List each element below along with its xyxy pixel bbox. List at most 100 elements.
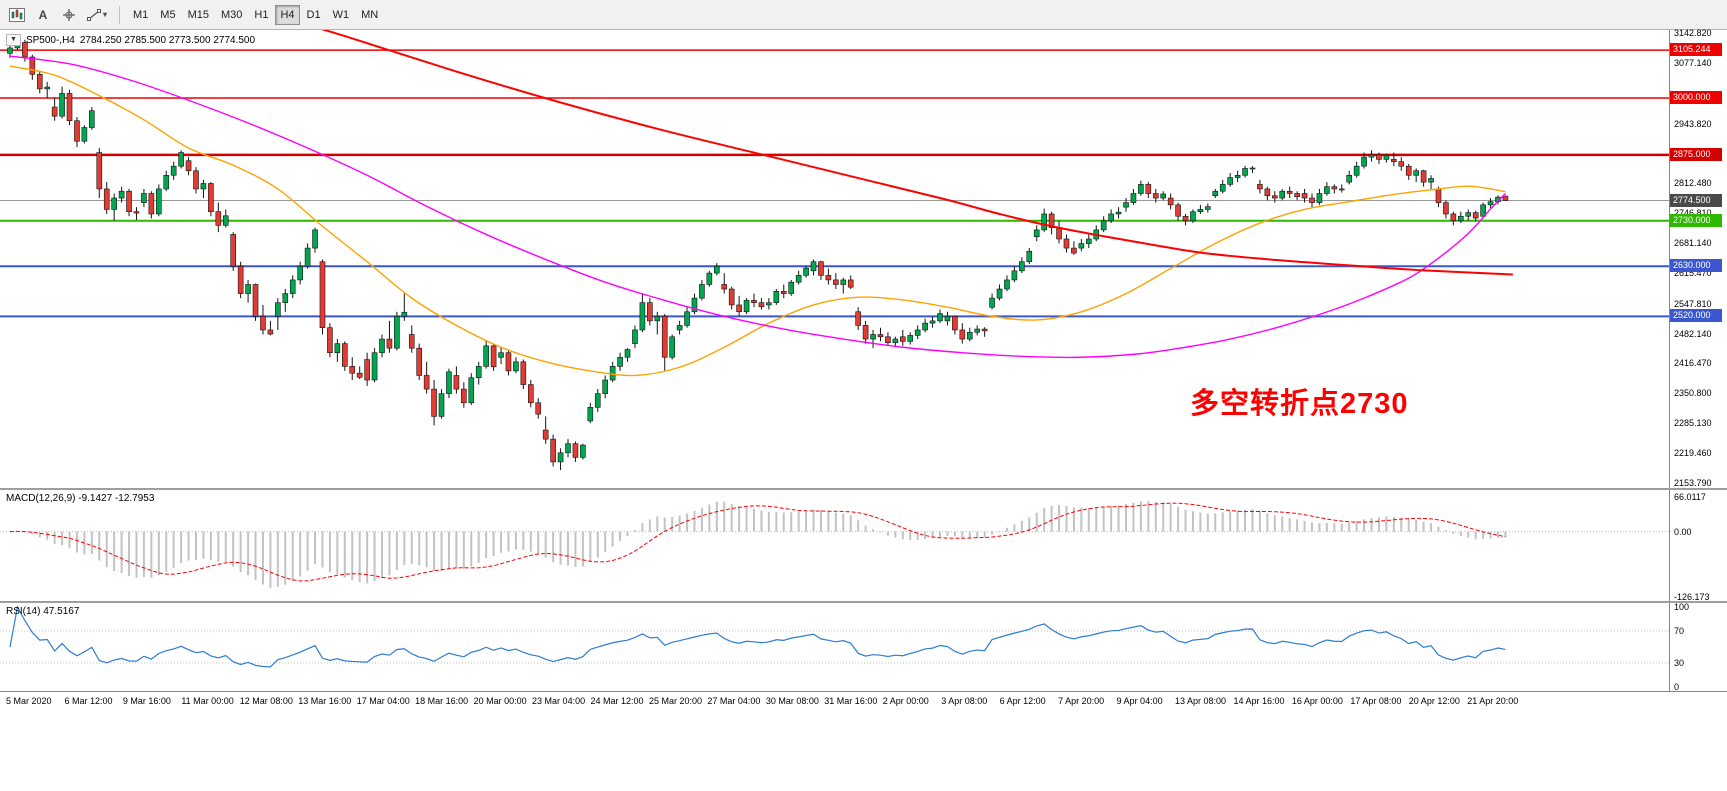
ohlc-values: 2784.250 2785.500 2773.500 2774.500 xyxy=(79,34,256,46)
timeframe-group: M1 M5 M15 M30 H1 H4 D1 W1 MN xyxy=(128,4,383,25)
price-level-tag: 2630.000 xyxy=(1670,259,1722,273)
time-axis-label: 7 Apr 20:00 xyxy=(1058,696,1105,706)
symbol-dropdown-button[interactable]: ▼ xyxy=(6,34,21,46)
time-axis-label: 20 Mar 00:00 xyxy=(473,696,527,706)
rsi-scale-label: 100 xyxy=(1674,602,1690,612)
macd-values: -9.1427 -12.7953 xyxy=(78,493,155,504)
timeframe-button-h4[interactable]: H4 xyxy=(275,4,300,25)
time-axis-label: 9 Mar 16:00 xyxy=(122,696,171,706)
time-axis-label: 30 Mar 08:00 xyxy=(765,696,819,706)
price-scale-label: 2416.470 xyxy=(1674,358,1712,369)
chart-title: ▼ SP500-,H4 2784.250 2785.500 2773.500 2… xyxy=(6,34,255,46)
panel-divider[interactable] xyxy=(0,601,1727,603)
price-scale-label: 2153.790 xyxy=(1674,477,1712,488)
current-price-tag: 2774.500 xyxy=(1670,193,1722,207)
timeframe-button-d1[interactable]: D1 xyxy=(302,5,326,25)
macd-canvas[interactable] xyxy=(0,490,1669,601)
main-chart-panel[interactable]: ▼ SP500-,H4 2784.250 2785.500 2773.500 2… xyxy=(0,28,1727,488)
rsi-panel[interactable]: RSI(14) 47.5167 100 70 30 0 xyxy=(0,602,1727,692)
price-scale-label: 2943.820 xyxy=(1674,118,1712,129)
time-axis-label: 23 Mar 04:00 xyxy=(532,696,586,706)
time-axis-label: 25 Mar 20:00 xyxy=(648,696,702,706)
price-level-tag: 3105.244 xyxy=(1670,43,1722,57)
time-axis-label: 13 Apr 08:00 xyxy=(1175,696,1227,706)
timeframe-button-m5[interactable]: M5 xyxy=(155,5,180,25)
time-axis-label: 11 Mar 00:00 xyxy=(181,696,234,706)
trendline-icon xyxy=(87,8,101,21)
time-axis-label: 14 Apr 16:00 xyxy=(1233,696,1285,706)
timeframe-button-m15[interactable]: M15 xyxy=(183,5,214,25)
rsi-scale[interactable]: 100 70 30 0 xyxy=(1669,602,1727,692)
price-scale-label: 3077.140 xyxy=(1674,57,1712,68)
rsi-value: 47.5167 xyxy=(43,606,80,617)
time-axis-label: 6 Mar 12:00 xyxy=(64,696,113,706)
rsi-canvas[interactable] xyxy=(0,603,1669,691)
price-scale-label: 2615.470 xyxy=(1674,267,1712,278)
price-scale-label: 2350.800 xyxy=(1674,388,1712,399)
price-scale[interactable]: 3142.820 3077.140 2943.820 2812.480 2746.810… xyxy=(1669,28,1727,488)
macd-scale-label: 0.00 xyxy=(1674,526,1692,537)
price-scale-label: 2681.140 xyxy=(1674,238,1712,248)
price-scale-label: 2482.140 xyxy=(1674,328,1712,339)
time-axis-label: 17 Mar 04:00 xyxy=(356,696,410,706)
rsi-label: RSI(14) xyxy=(6,606,41,617)
price-scale-label: 2547.810 xyxy=(1674,298,1712,309)
chevron-down-icon: ▾ xyxy=(103,10,108,19)
time-axis-label: 12 Mar 08:00 xyxy=(239,696,293,706)
symbol-timeframe-label: SP500-,H4 xyxy=(25,34,75,46)
price-level-tag: 2520.000 xyxy=(1670,309,1722,323)
time-axis-label: 31 Mar 16:00 xyxy=(824,696,878,706)
time-axis-label: 27 Mar 04:00 xyxy=(707,696,761,706)
time-axis-label: 24 Mar 12:00 xyxy=(590,696,644,706)
ma-fast-line xyxy=(9,65,1506,377)
time-axis-label: 5 Mar 2020 xyxy=(6,696,52,706)
time-axis[interactable]: 5 Mar 2020 6 Mar 12:00 9 Mar 16:00 11 Mar 0… xyxy=(0,691,1727,709)
macd-title: MACD(12,26,9) -9.1427 -12.7953 xyxy=(6,493,154,504)
time-axis-label: 18 Mar 16:00 xyxy=(415,696,469,706)
price-level-lines xyxy=(0,49,1669,318)
timeframe-button-h1[interactable]: H1 xyxy=(249,5,273,25)
main-chart-canvas[interactable] xyxy=(0,30,1669,488)
price-scale-label: 2812.480 xyxy=(1674,178,1712,189)
price-level-tag: 3000.000 xyxy=(1670,90,1722,104)
macd-label: MACD(12,26,9) xyxy=(6,493,76,504)
rsi-scale-label: 70 xyxy=(1674,626,1685,636)
chart-window-icon[interactable] xyxy=(5,4,29,26)
timeframe-button-m1[interactable]: M1 xyxy=(128,5,153,25)
time-axis-label: 2 Apr 00:00 xyxy=(882,696,929,706)
timeframe-button-mn[interactable]: MN xyxy=(356,5,383,25)
chart-annotation[interactable]: 多空转折点2730 xyxy=(1190,388,1409,420)
timeframe-button-m30[interactable]: M30 xyxy=(216,5,247,25)
time-axis-label: 21 Apr 20:00 xyxy=(1467,696,1519,706)
time-axis-label: 9 Apr 04:00 xyxy=(1116,696,1163,706)
macd-scale[interactable]: 66.0117 0.00 -126.173 xyxy=(1669,490,1727,603)
toolbar-separator xyxy=(119,5,121,24)
price-level-tag: 2875.000 xyxy=(1670,147,1722,161)
macd-scale-label: -126.173 xyxy=(1674,592,1710,603)
price-scale-label: 2746.810 xyxy=(1674,208,1712,218)
timeframe-button-w1[interactable]: W1 xyxy=(328,5,355,25)
rsi-scale-label: 30 xyxy=(1674,658,1685,668)
time-axis-label: 20 Apr 12:00 xyxy=(1408,696,1460,706)
candlestick-series xyxy=(7,38,1509,471)
window-bottom-space xyxy=(0,709,1727,791)
time-axis-label: 17 Apr 08:00 xyxy=(1350,696,1402,706)
rsi-scale-label: 0 xyxy=(1674,682,1680,692)
price-level-tag: 2730.000 xyxy=(1670,213,1722,227)
macd-signal-line xyxy=(9,502,1506,582)
ma-slow-line xyxy=(9,55,1506,359)
rsi-line xyxy=(9,605,1506,668)
draw-tools-button[interactable]: ▾ xyxy=(83,4,111,26)
rsi-title: RSI(14) 47.5167 xyxy=(6,606,79,617)
macd-panel[interactable]: MACD(12,26,9) -9.1427 -12.7953 66.0117 0.… xyxy=(0,490,1727,603)
panel-divider[interactable] xyxy=(0,488,1727,490)
price-scale-label: 2285.130 xyxy=(1674,418,1712,429)
macd-scale-label: 66.0117 xyxy=(1674,492,1706,503)
text-tool-icon[interactable]: A xyxy=(31,4,55,26)
time-axis-label: 16 Apr 00:00 xyxy=(1291,696,1343,706)
ma-long-line xyxy=(321,30,1513,276)
crosshair-icon[interactable] xyxy=(57,4,81,26)
time-axis-label: 6 Apr 12:00 xyxy=(999,696,1046,706)
price-scale-label: 2219.460 xyxy=(1674,448,1712,459)
